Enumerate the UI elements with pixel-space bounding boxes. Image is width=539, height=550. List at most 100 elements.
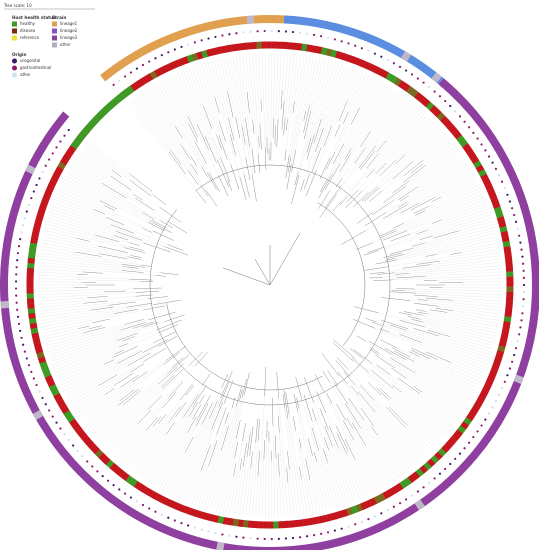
leaf-guide [57,190,143,229]
health-ring [237,519,244,527]
branch [299,466,302,479]
leaf-guide [73,161,169,222]
leaf-guide [401,230,496,254]
branch [167,354,190,374]
branch [129,179,152,197]
origin-dot [458,115,462,118]
leaf-guide [375,412,418,464]
leaf-guide [88,140,130,174]
leaf-guide [436,242,499,255]
leaf-guide [441,202,487,220]
branch [223,380,234,404]
branch [122,336,135,342]
leaf-guide [321,63,339,120]
leaf-guide [407,164,469,203]
leaf-guide [452,310,500,318]
leaf-guide [39,258,161,273]
health-ring [113,466,122,475]
branch [243,173,250,198]
origin-dot [193,526,196,529]
branch [413,205,430,214]
health-ring [55,397,65,406]
leaf-guide [140,385,203,478]
health-ring [492,201,501,209]
leaf-guide [416,293,502,299]
leaf-guide [297,412,320,512]
leaf-guide [63,178,149,223]
origin-dot [63,433,66,436]
health-ring [440,115,449,125]
leaf-guide [347,404,398,480]
branch [325,163,341,190]
origin-dot [514,220,518,223]
leaf-guide [44,230,77,239]
branch [249,426,254,456]
branch [123,390,141,405]
leaf-guide [151,85,176,126]
branch [399,320,426,328]
origin-dot [27,203,31,206]
leaf-guide [204,450,222,508]
health-ring [216,46,223,55]
leaf-guide [409,356,477,392]
branch [322,370,330,382]
leaf-guide [48,214,115,236]
health-ring [443,119,453,129]
leaf-guide [362,119,433,191]
leaf-guide [295,430,311,514]
origin-dot [207,37,210,40]
origin-dot [35,383,38,387]
leaf-guide [46,220,96,235]
health-ring [465,147,474,156]
health-ring [478,169,487,178]
origin-dot [480,424,483,427]
branch [133,287,162,290]
leaf-guide [69,385,99,403]
branch [386,254,405,259]
branch [400,195,409,202]
branch [196,395,211,422]
branch [376,387,389,400]
branch [162,392,177,409]
branch [366,168,375,179]
branch [276,372,279,399]
leaf-guide [132,98,171,150]
branch [334,124,341,137]
lineage-ring [513,374,524,384]
leaf-guide [117,407,163,460]
origin-dot [16,259,19,262]
branch [132,371,148,382]
legend-item: reference [20,35,40,40]
leaf-guide [44,328,90,340]
branch [304,110,312,139]
health-ring [327,513,334,522]
branch [228,117,235,141]
origin-dot [228,33,231,36]
branch [113,235,129,241]
health-ring [425,101,435,111]
leaf-guide [156,433,188,488]
health-ring [59,157,69,166]
branch [312,147,322,172]
branch [363,250,379,256]
branch [224,412,229,424]
origin-dot [55,146,58,149]
health-ring [129,478,138,487]
origin-dot [444,467,447,471]
health-ring [66,414,75,423]
origin-dot [16,315,20,318]
health-ring [74,426,84,435]
branch [127,256,142,260]
leaf-guide [316,420,345,505]
branch [413,328,440,337]
leaf-guide [252,53,259,137]
leaf-guide [359,77,375,108]
origin-dot [173,48,176,51]
branch [380,297,411,301]
origin-dot [484,149,487,152]
leaf-guide [185,68,221,157]
leaf-guide [419,393,458,422]
origin-dot [214,531,217,535]
leaf-guide [380,395,435,449]
swatch [52,35,57,41]
